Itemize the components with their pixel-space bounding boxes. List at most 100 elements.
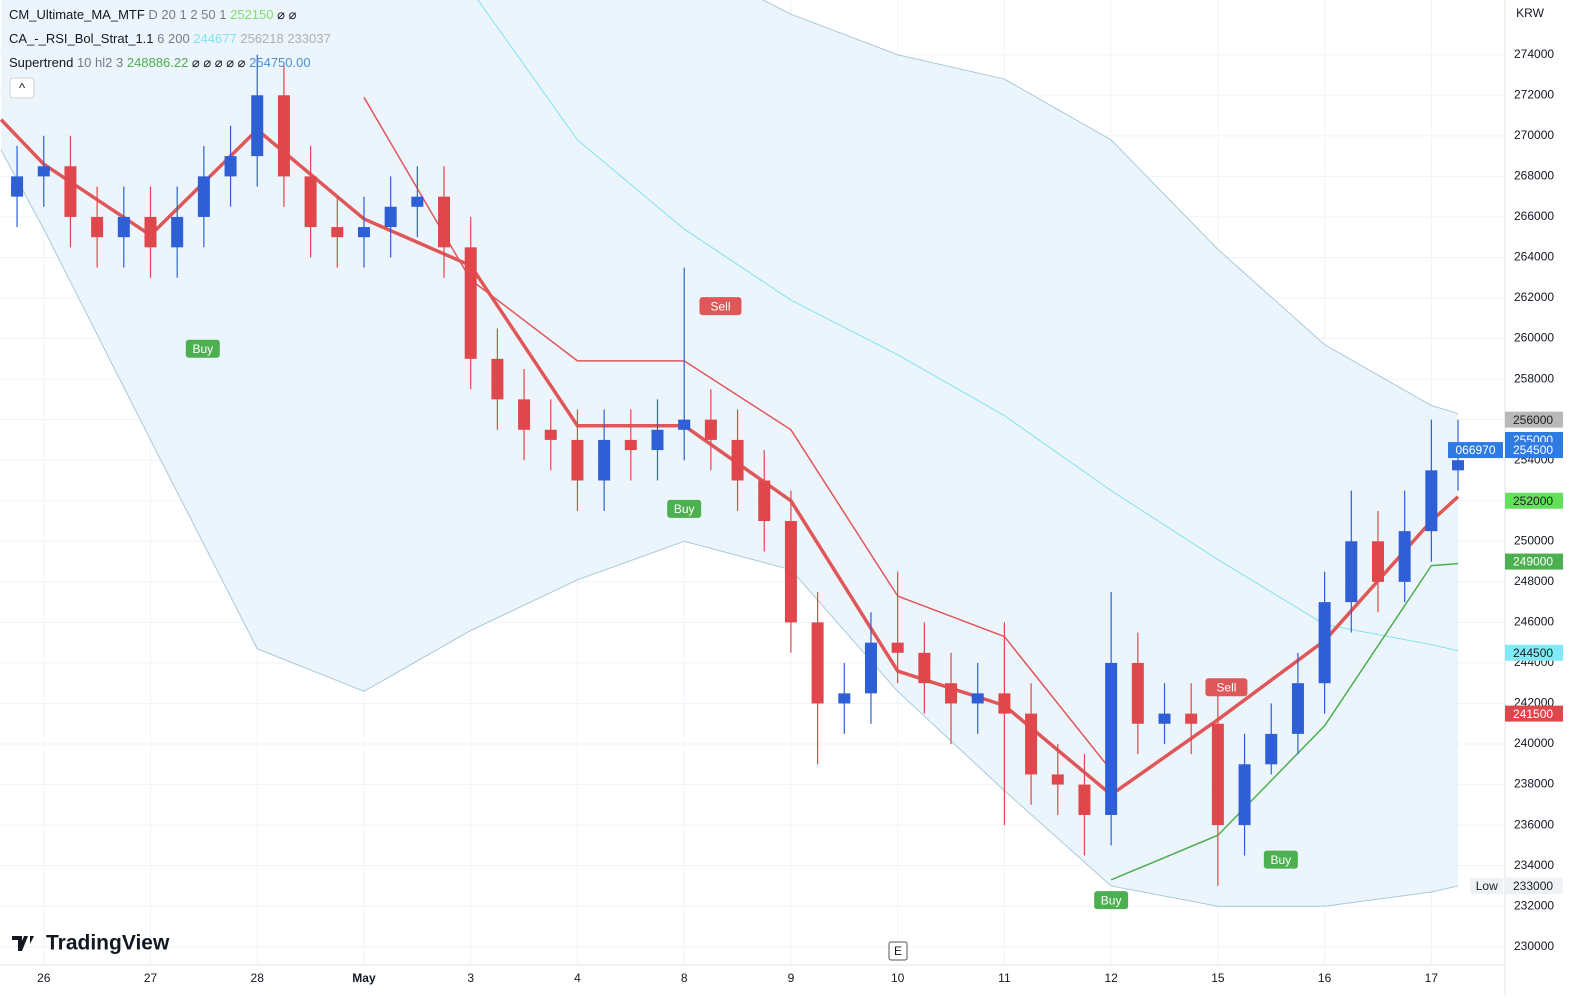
candle-body — [464, 247, 477, 359]
price-tag-label: 244500 — [1513, 646, 1553, 660]
candle-body — [758, 480, 771, 522]
signal-label: Buy — [674, 502, 695, 516]
candle-body — [1051, 774, 1064, 785]
x-tick-label: 12 — [1104, 971, 1118, 985]
y-tick-label: 240000 — [1514, 736, 1554, 750]
indicator-line: CA_-_RSI_Bol_Strat_1.1 6 200 244677 2562… — [9, 31, 331, 46]
candle-body — [1211, 723, 1224, 826]
logo: TradingView — [46, 932, 170, 955]
candle-body — [838, 693, 851, 704]
collapse-button[interactable] — [9, 77, 35, 99]
candle-body — [891, 642, 904, 653]
candle-body — [731, 439, 744, 481]
candle-body — [918, 652, 931, 684]
candle-body — [1185, 713, 1198, 724]
x-tick-label: 17 — [1425, 971, 1439, 985]
indicator-value: 254750.00 — [249, 55, 310, 70]
y-tick-label: 236000 — [1514, 817, 1554, 831]
x-tick-label: 3 — [467, 971, 474, 985]
event-marker[interactable]: E — [894, 944, 902, 958]
candle-body — [864, 642, 877, 694]
price-tag — [1505, 411, 1563, 428]
candle-body — [411, 196, 424, 207]
candle-body — [1291, 683, 1304, 734]
candle-body — [1318, 602, 1331, 684]
candle-body — [1425, 470, 1438, 532]
x-tick-label: 16 — [1318, 971, 1332, 985]
candle-body — [1398, 531, 1411, 582]
price-tag-note: 066970 — [1455, 443, 1495, 457]
y-tick-label: 268000 — [1514, 169, 1554, 183]
signal-tag — [185, 339, 220, 358]
candle-body — [1025, 713, 1038, 775]
candle-body — [784, 521, 797, 623]
price-tag-label: 241500 — [1513, 707, 1553, 721]
signal-tag — [1205, 678, 1248, 697]
price-tag-label: 254500 — [1513, 443, 1553, 457]
candle-body — [491, 358, 504, 400]
y-tick-label: 264000 — [1514, 250, 1554, 264]
x-tick-label: 26 — [37, 971, 51, 985]
x-tick-label: 28 — [251, 971, 265, 985]
price-tag-label: 252000 — [1513, 494, 1553, 508]
candle-body — [438, 196, 451, 248]
overlay-line — [1110, 562, 1459, 881]
price-tag-label: 256000 — [1513, 413, 1553, 427]
indicator-name: CM_Ultimate_MA_MTF — [9, 7, 145, 22]
candle-body — [117, 216, 130, 238]
axes: 2300002320002340002360002380002400002420… — [37, 47, 1563, 985]
y-tick-label: 272000 — [1514, 87, 1554, 101]
y-tick-label: 258000 — [1514, 371, 1554, 385]
x-tick-label: May — [352, 971, 376, 985]
price-tag-note: Low — [1476, 879, 1498, 893]
indicator-value: 244677 — [193, 31, 236, 46]
price-tag — [1505, 492, 1563, 509]
candle-body — [357, 227, 370, 238]
y-tick-label: 234000 — [1514, 858, 1554, 872]
signal-label: Buy — [1101, 893, 1122, 907]
signal-label: Buy — [1271, 853, 1292, 867]
x-tick-label: 10 — [891, 971, 905, 985]
price-tag — [1505, 877, 1563, 894]
candle-body — [1452, 460, 1465, 471]
indicator-line: Supertrend 10 hl2 3 248886.22 ⌀ ⌀ ⌀ ⌀ ⌀ … — [9, 55, 311, 70]
indicator-extra: ⌀ ⌀ ⌀ ⌀ ⌀ — [192, 55, 246, 70]
candle-body — [171, 216, 184, 248]
signal-label: Sell — [710, 299, 730, 313]
indicator-name: CA_-_RSI_Bol_Strat_1.1 — [9, 31, 154, 46]
indicator-params: 6 200 — [157, 31, 190, 46]
price-tag-note-box — [1448, 442, 1503, 459]
collapse-icon[interactable]: ^ — [19, 80, 26, 95]
candle-body — [1238, 764, 1251, 826]
signal-tag — [667, 499, 702, 518]
indicator-value: 248886.22 — [127, 55, 188, 70]
event-marker-box[interactable] — [888, 941, 908, 961]
candle-body — [91, 216, 104, 238]
candle-body — [1345, 541, 1358, 603]
price-tag-label: 249000 — [1513, 555, 1553, 569]
y-tick-label: 266000 — [1514, 209, 1554, 223]
x-tick-label: 8 — [681, 971, 688, 985]
indicator-params: D 20 1 2 50 1 — [148, 7, 226, 22]
candle-body — [624, 439, 637, 451]
overlay-line — [762, 0, 1459, 415]
candle-body — [251, 95, 264, 157]
candle-body — [971, 693, 984, 704]
candle-body — [1105, 662, 1118, 815]
candle-body — [518, 399, 531, 430]
price-tag — [1505, 705, 1563, 722]
price-tag — [1505, 644, 1563, 661]
y-tick-label: 238000 — [1514, 777, 1554, 791]
logo-icon — [12, 936, 34, 951]
y-tick-label: 274000 — [1514, 47, 1554, 61]
price-tag — [1505, 442, 1563, 459]
x-tick-label: 9 — [788, 971, 795, 985]
candle-body — [224, 156, 237, 177]
candle-body — [37, 166, 50, 177]
candle-body — [945, 683, 958, 704]
signal-label: Buy — [192, 342, 213, 356]
overlay-line — [477, 0, 1459, 652]
candle-body — [304, 176, 317, 228]
candle-body — [1131, 662, 1144, 724]
signal-tag — [1094, 891, 1129, 910]
